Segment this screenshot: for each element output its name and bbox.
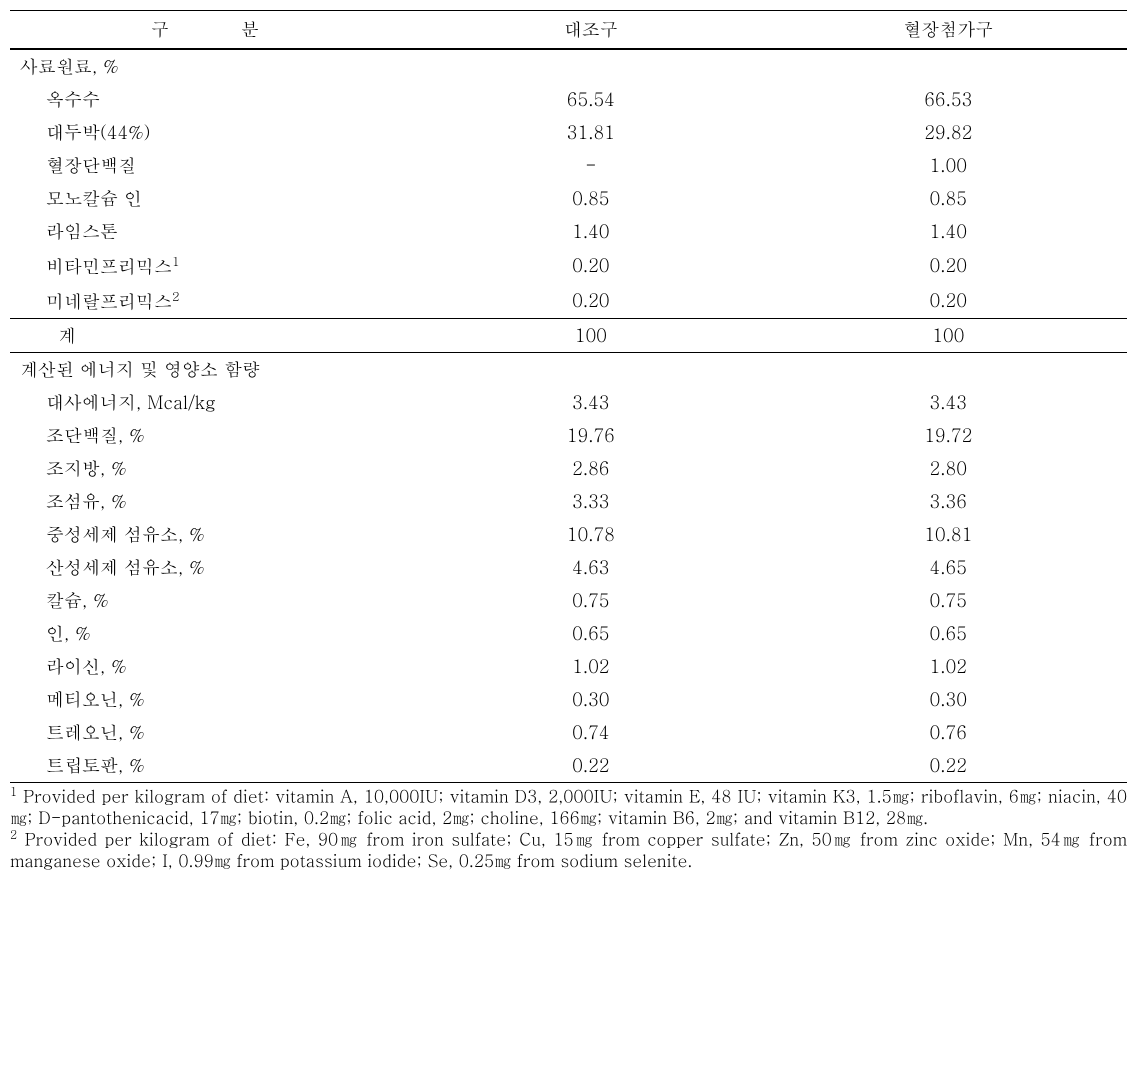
table-row: 조섬유, %3.333.36 (10, 485, 1127, 518)
header-category: 구 분 (10, 11, 412, 50)
nutrient-control-value: 19.76 (412, 419, 769, 452)
table-row: 메티오닌, %0.300.30 (10, 683, 1127, 716)
table-row: 트레오닌, %0.740.76 (10, 716, 1127, 749)
nutrient-control-value: 10.78 (412, 518, 769, 551)
nutrient-plasma-value: 19.72 (770, 419, 1127, 452)
vitamin-premix-plasma: 0.20 (770, 248, 1127, 283)
ingredient-name: 라임스톤 (10, 215, 412, 248)
table-row: 대두박(44%)31.8129.82 (10, 116, 1127, 149)
table-row: 미네랄프리믹스20.200.20 (10, 283, 1127, 319)
table-row: 옥수수65.5466.53 (10, 83, 1127, 116)
nutrient-plasma-value: 4.65 (770, 551, 1127, 584)
mineral-premix-control: 0.20 (412, 283, 769, 319)
table-row: 모노칼슘 인0.850.85 (10, 182, 1127, 215)
table-row: 산성세제 섬유소, %4.634.65 (10, 551, 1127, 584)
table-row: 중성세제 섬유소, %10.7810.81 (10, 518, 1127, 551)
nutrient-control-value: 4.63 (412, 551, 769, 584)
ingredient-control-value: 65.54 (412, 83, 769, 116)
footnotes: 1 Provided per kilogram of diet: vitamin… (10, 785, 1127, 871)
nutrient-name: 인, % (10, 617, 412, 650)
nutrient-name: 대사에너지, Mcal/kg (10, 386, 412, 419)
nutrient-name: 라이신, % (10, 650, 412, 683)
nutrient-control-value: 2.86 (412, 452, 769, 485)
total-label: 계 (10, 319, 412, 353)
nutrient-name: 조섬유, % (10, 485, 412, 518)
ingredient-name: 옥수수 (10, 83, 412, 116)
nutrient-control-value: 0.74 (412, 716, 769, 749)
nutrient-plasma-value: 0.76 (770, 716, 1127, 749)
nutrient-plasma-value: 10.81 (770, 518, 1127, 551)
nutrient-name: 조단백질, % (10, 419, 412, 452)
vitamin-premix-control: 0.20 (412, 248, 769, 283)
nutrient-plasma-value: 0.65 (770, 617, 1127, 650)
header-control: 대조구 (412, 11, 769, 50)
mineral-premix-plasma: 0.20 (770, 283, 1127, 319)
ingredient-name: 대두박(44%) (10, 116, 412, 149)
nutrient-name: 조지방, % (10, 452, 412, 485)
ingredient-name: 모노칼슘 인 (10, 182, 412, 215)
empty-cell (412, 49, 769, 83)
header-plasma: 혈장첨가구 (770, 11, 1127, 50)
ingredient-plasma-value: 29.82 (770, 116, 1127, 149)
ingredient-plasma-value: 0.85 (770, 182, 1127, 215)
ingredient-plasma-value: 1.00 (770, 149, 1127, 182)
nutrient-control-value: 0.22 (412, 749, 769, 783)
ingredient-plasma-value: 66.53 (770, 83, 1127, 116)
mineral-premix-name: 미네랄프리믹스2 (10, 283, 412, 319)
table-row: 라임스톤1.401.40 (10, 215, 1127, 248)
ingredient-name: 혈장단백질 (10, 149, 412, 182)
table-row: 라이신, %1.021.02 (10, 650, 1127, 683)
vitamin-premix-name: 비타민프리믹스1 (10, 248, 412, 283)
nutrient-plasma-value: 3.36 (770, 485, 1127, 518)
nutrient-control-value: 3.33 (412, 485, 769, 518)
nutrient-plasma-value: 1.02 (770, 650, 1127, 683)
table-row: 조지방, %2.862.80 (10, 452, 1127, 485)
nutrient-name: 산성세제 섬유소, % (10, 551, 412, 584)
nutrient-plasma-value: 0.22 (770, 749, 1127, 783)
table-row: 대사에너지, Mcal/kg3.433.43 (10, 386, 1127, 419)
ingredient-control-value: 1.40 (412, 215, 769, 248)
nutrient-name: 칼슘, % (10, 584, 412, 617)
table-row: 계100100 (10, 319, 1127, 353)
table-row: 인, %0.650.65 (10, 617, 1127, 650)
nutrient-name: 중성세제 섬유소, % (10, 518, 412, 551)
nutrient-name: 메티오닌, % (10, 683, 412, 716)
table-row: 트립토판, %0.220.22 (10, 749, 1127, 783)
table-row: 사료원료, % (10, 49, 1127, 83)
nutrient-plasma-value: 2.80 (770, 452, 1127, 485)
table-header-row: 구 분 대조구 혈장첨가구 (10, 11, 1127, 50)
section-ingredients-title: 사료원료, % (10, 49, 412, 83)
nutrient-name: 트레오닌, % (10, 716, 412, 749)
nutrient-control-value: 0.75 (412, 584, 769, 617)
footnote-1: 1 Provided per kilogram of diet: vitamin… (10, 785, 1127, 828)
section-nutrients-title: 계산된 에너지 및 영양소 함량 (10, 353, 1127, 387)
nutrient-control-value: 0.65 (412, 617, 769, 650)
footnote-2: 2 Provided per kilogram of diet: Fe, 90㎎… (10, 828, 1127, 871)
nutrient-name: 트립토판, % (10, 749, 412, 783)
nutrient-control-value: 1.02 (412, 650, 769, 683)
table-row: 혈장단백질-1.00 (10, 149, 1127, 182)
total-control: 100 (412, 319, 769, 353)
ingredient-control-value: 0.85 (412, 182, 769, 215)
nutrient-plasma-value: 0.30 (770, 683, 1127, 716)
nutrient-control-value: 3.43 (412, 386, 769, 419)
table-row: 비타민프리믹스10.200.20 (10, 248, 1127, 283)
empty-cell (770, 49, 1127, 83)
nutrient-plasma-value: 0.75 (770, 584, 1127, 617)
table-row: 조단백질, %19.7619.72 (10, 419, 1127, 452)
table-row: 칼슘, %0.750.75 (10, 584, 1127, 617)
nutrient-plasma-value: 3.43 (770, 386, 1127, 419)
ingredient-control-value: 31.81 (412, 116, 769, 149)
table-row: 계산된 에너지 및 영양소 함량 (10, 353, 1127, 387)
nutrient-control-value: 0.30 (412, 683, 769, 716)
diet-composition-table: 구 분 대조구 혈장첨가구 사료원료, %옥수수65.5466.53대두박(44… (10, 10, 1127, 783)
total-plasma: 100 (770, 319, 1127, 353)
ingredient-control-value: - (412, 149, 769, 182)
ingredient-plasma-value: 1.40 (770, 215, 1127, 248)
